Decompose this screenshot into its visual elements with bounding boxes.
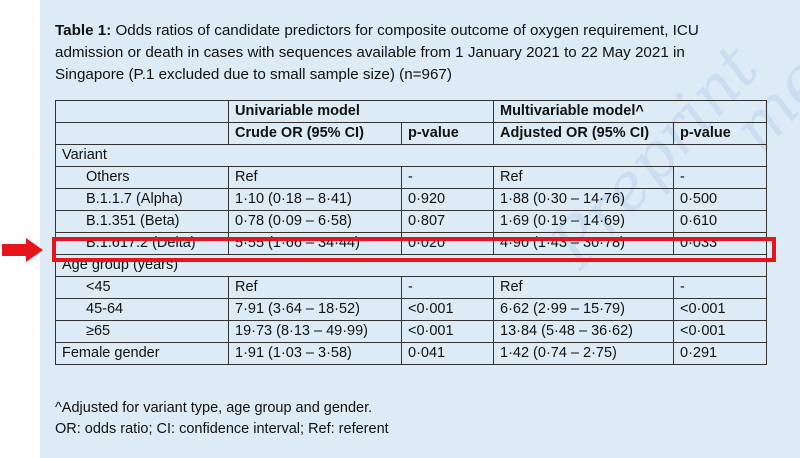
row-label: ≥65 [55, 320, 229, 343]
footnote-abbreviations: OR: odds ratio; CI: confidence interval;… [55, 421, 389, 437]
caption-label: Table 1: [55, 22, 112, 39]
table-cell: - [401, 276, 494, 299]
row-label: Female gender [55, 342, 229, 365]
table-row: ≥65 19·73 (8·13 – 49·99) <0·001 13·84 (5… [55, 320, 767, 343]
table-cell: 0·78 (0·09 – 6·58) [228, 210, 402, 233]
group-header-row: Univariable model Multivariable model^ [55, 100, 767, 123]
group-header-multivariable: Multivariable model^ [493, 100, 767, 123]
caption-text: Odds ratios of candidate predictors for … [55, 22, 699, 83]
table-row: B.1.1.7 (Alpha) 1·10 (0·18 – 8·41) 0·920… [55, 188, 767, 211]
table-cell: <0·001 [673, 320, 767, 343]
table-cell: <0·001 [401, 320, 494, 343]
row-label: B.1.351 (Beta) [55, 210, 229, 233]
column-header-row: Crude OR (95% CI) p-value Adjusted OR (9… [55, 122, 767, 145]
row-label: 45-64 [55, 298, 229, 321]
row-label: <45 [55, 276, 229, 299]
red-arrow-icon [2, 238, 43, 262]
table-cell: 0·291 [673, 342, 767, 365]
empty-corner [55, 122, 229, 145]
table-caption: Table 1: Odds ratios of candidate predic… [55, 20, 755, 86]
table-row: Others Ref - Ref - [55, 166, 767, 189]
table-cell: - [673, 166, 767, 189]
column-header: p-value [673, 122, 767, 145]
table-row: 45-64 7·91 (3·64 – 18·52) <0·001 6·62 (2… [55, 298, 767, 321]
table-cell: Ref [493, 166, 674, 189]
table-cell: Ref [228, 276, 402, 299]
table-cell: <0·001 [673, 298, 767, 321]
column-header: Crude OR (95% CI) [228, 122, 402, 145]
table-cell: 1·91 (1·03 – 3·58) [228, 342, 402, 365]
column-header: p-value [401, 122, 494, 145]
table-cell: 7·91 (3·64 – 18·52) [228, 298, 402, 321]
footnotes: ^Adjusted for variant type, age group an… [55, 398, 389, 440]
footnote-adjusted: ^Adjusted for variant type, age group an… [55, 400, 373, 416]
section-label: Variant [55, 144, 767, 167]
table-row: B.1.351 (Beta) 0·78 (0·09 – 6·58) 0·807 … [55, 210, 767, 233]
group-header-univariable: Univariable model [228, 100, 494, 123]
section-row: Variant [55, 144, 767, 167]
table-cell: 1·69 (0·19 – 14·69) [493, 210, 674, 233]
table-cell: 19·73 (8·13 – 49·99) [228, 320, 402, 343]
table-cell: 1·42 (0·74 – 2·75) [493, 342, 674, 365]
table-cell: 0·041 [401, 342, 494, 365]
table-cell: 0·500 [673, 188, 767, 211]
table-cell: - [401, 166, 494, 189]
odds-ratio-table: Univariable model Multivariable model^ C… [55, 100, 767, 365]
empty-corner [55, 100, 229, 123]
table-row: Female gender 1·91 (1·03 – 3·58) 0·041 1… [55, 342, 767, 365]
row-label: B.1.1.7 (Alpha) [55, 188, 229, 211]
table-row: <45 Ref - Ref - [55, 276, 767, 299]
table-cell: 6·62 (2·99 – 15·79) [493, 298, 674, 321]
table-cell: 0·920 [401, 188, 494, 211]
table-cell: Ref [228, 166, 402, 189]
table-cell: - [673, 276, 767, 299]
table-cell: 1·10 (0·18 – 8·41) [228, 188, 402, 211]
row-label: Others [55, 166, 229, 189]
table-cell: 1·88 (0·30 – 14·76) [493, 188, 674, 211]
table-cell: 0·807 [401, 210, 494, 233]
table-cell: 0·610 [673, 210, 767, 233]
table-cell: 13·84 (5·48 – 36·62) [493, 320, 674, 343]
delta-highlight-box [52, 237, 776, 262]
column-header: Adjusted OR (95% CI) [493, 122, 674, 145]
table-cell: <0·001 [401, 298, 494, 321]
table-cell: Ref [493, 276, 674, 299]
